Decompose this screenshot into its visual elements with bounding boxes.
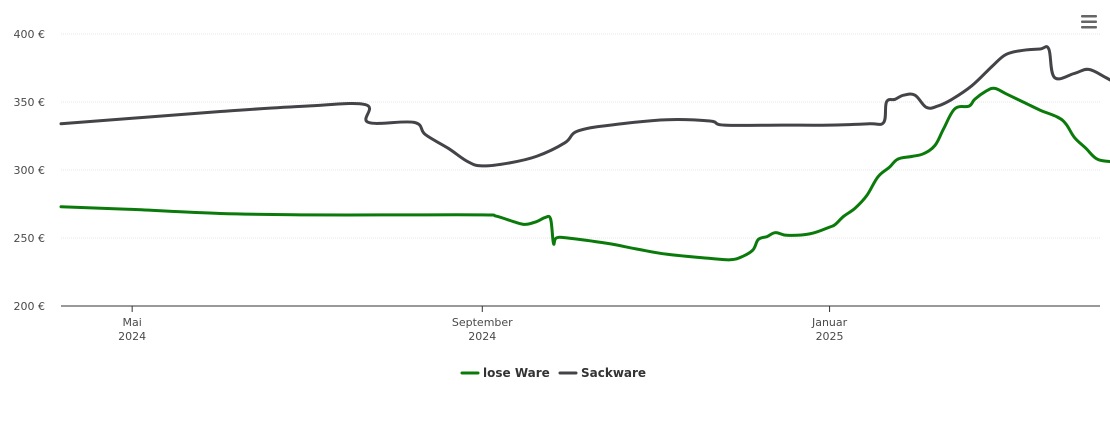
legend-label: lose Ware: [483, 366, 550, 380]
y-tick-label: 200 €: [14, 300, 46, 313]
grid-layer: [61, 33, 1100, 239]
axis-layer: 200 €250 €300 €350 €400 €Mai2024Septembe…: [14, 28, 1100, 343]
series-layer: [59, 45, 1110, 262]
y-tick-label: 250 €: [14, 232, 46, 245]
x-tick-label-month: Januar: [811, 316, 848, 329]
x-tick-label-year: 2024: [118, 330, 146, 343]
x-tick-label-year: 2025: [816, 330, 844, 343]
series-line-lose-ware[interactable]: [59, 86, 1110, 262]
legend-item-sackware[interactable]: Sackware: [558, 366, 646, 380]
x-tick-label-month: September: [452, 316, 513, 329]
x-tick-label-year: 2024: [468, 330, 496, 343]
hamburger-menu-icon[interactable]: [1078, 11, 1100, 33]
x-tick-label-month: Mai: [123, 316, 142, 329]
y-tick-label: 300 €: [14, 164, 46, 177]
legend-item-lose-ware[interactable]: lose Ware: [460, 366, 550, 380]
legend-label: Sackware: [581, 366, 646, 380]
y-tick-label: 350 €: [14, 96, 46, 109]
legend: lose Ware Sackware: [460, 366, 646, 380]
series-line-sackware[interactable]: [59, 45, 1110, 168]
y-tick-label: 400 €: [14, 28, 46, 41]
